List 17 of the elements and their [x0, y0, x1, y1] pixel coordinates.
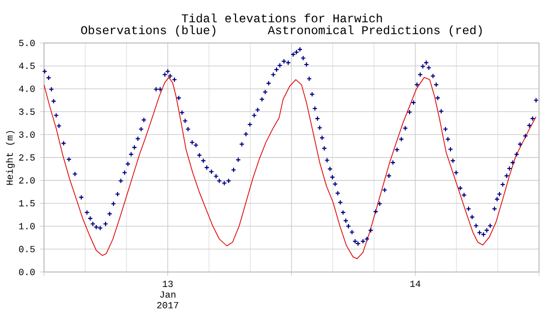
x-tick-label: 13 Jan 2017 — [157, 280, 178, 308]
line-series — [44, 76, 536, 260]
text: Observations (blue) Astronomical Predictions (red) — [81, 25, 482, 37]
x-tick-label: 14 — [410, 280, 420, 287]
y-tick-label: 1.0 — [19, 223, 35, 230]
y-axis-title: Height (m) — [6, 131, 15, 185]
y-tick-label: 1.5 — [19, 200, 35, 206]
chart-title: Tidal elevations for Harwich — [182, 14, 382, 22]
y-tick-label: 2.5 — [19, 154, 35, 161]
y-tick-label: 4.5 — [18, 62, 35, 70]
y-tick-label: 4.0 — [18, 86, 35, 92]
y-tick-label: 2.0 — [19, 177, 35, 184]
y-tick-label: 0.5 — [19, 246, 35, 252]
y-tick-label: 3.5 — [19, 108, 35, 115]
y-tick-label: 5.0 — [19, 40, 35, 46]
y-tick-label: 3.0 — [19, 131, 35, 138]
y-tick-label: 0.0 — [19, 268, 35, 276]
